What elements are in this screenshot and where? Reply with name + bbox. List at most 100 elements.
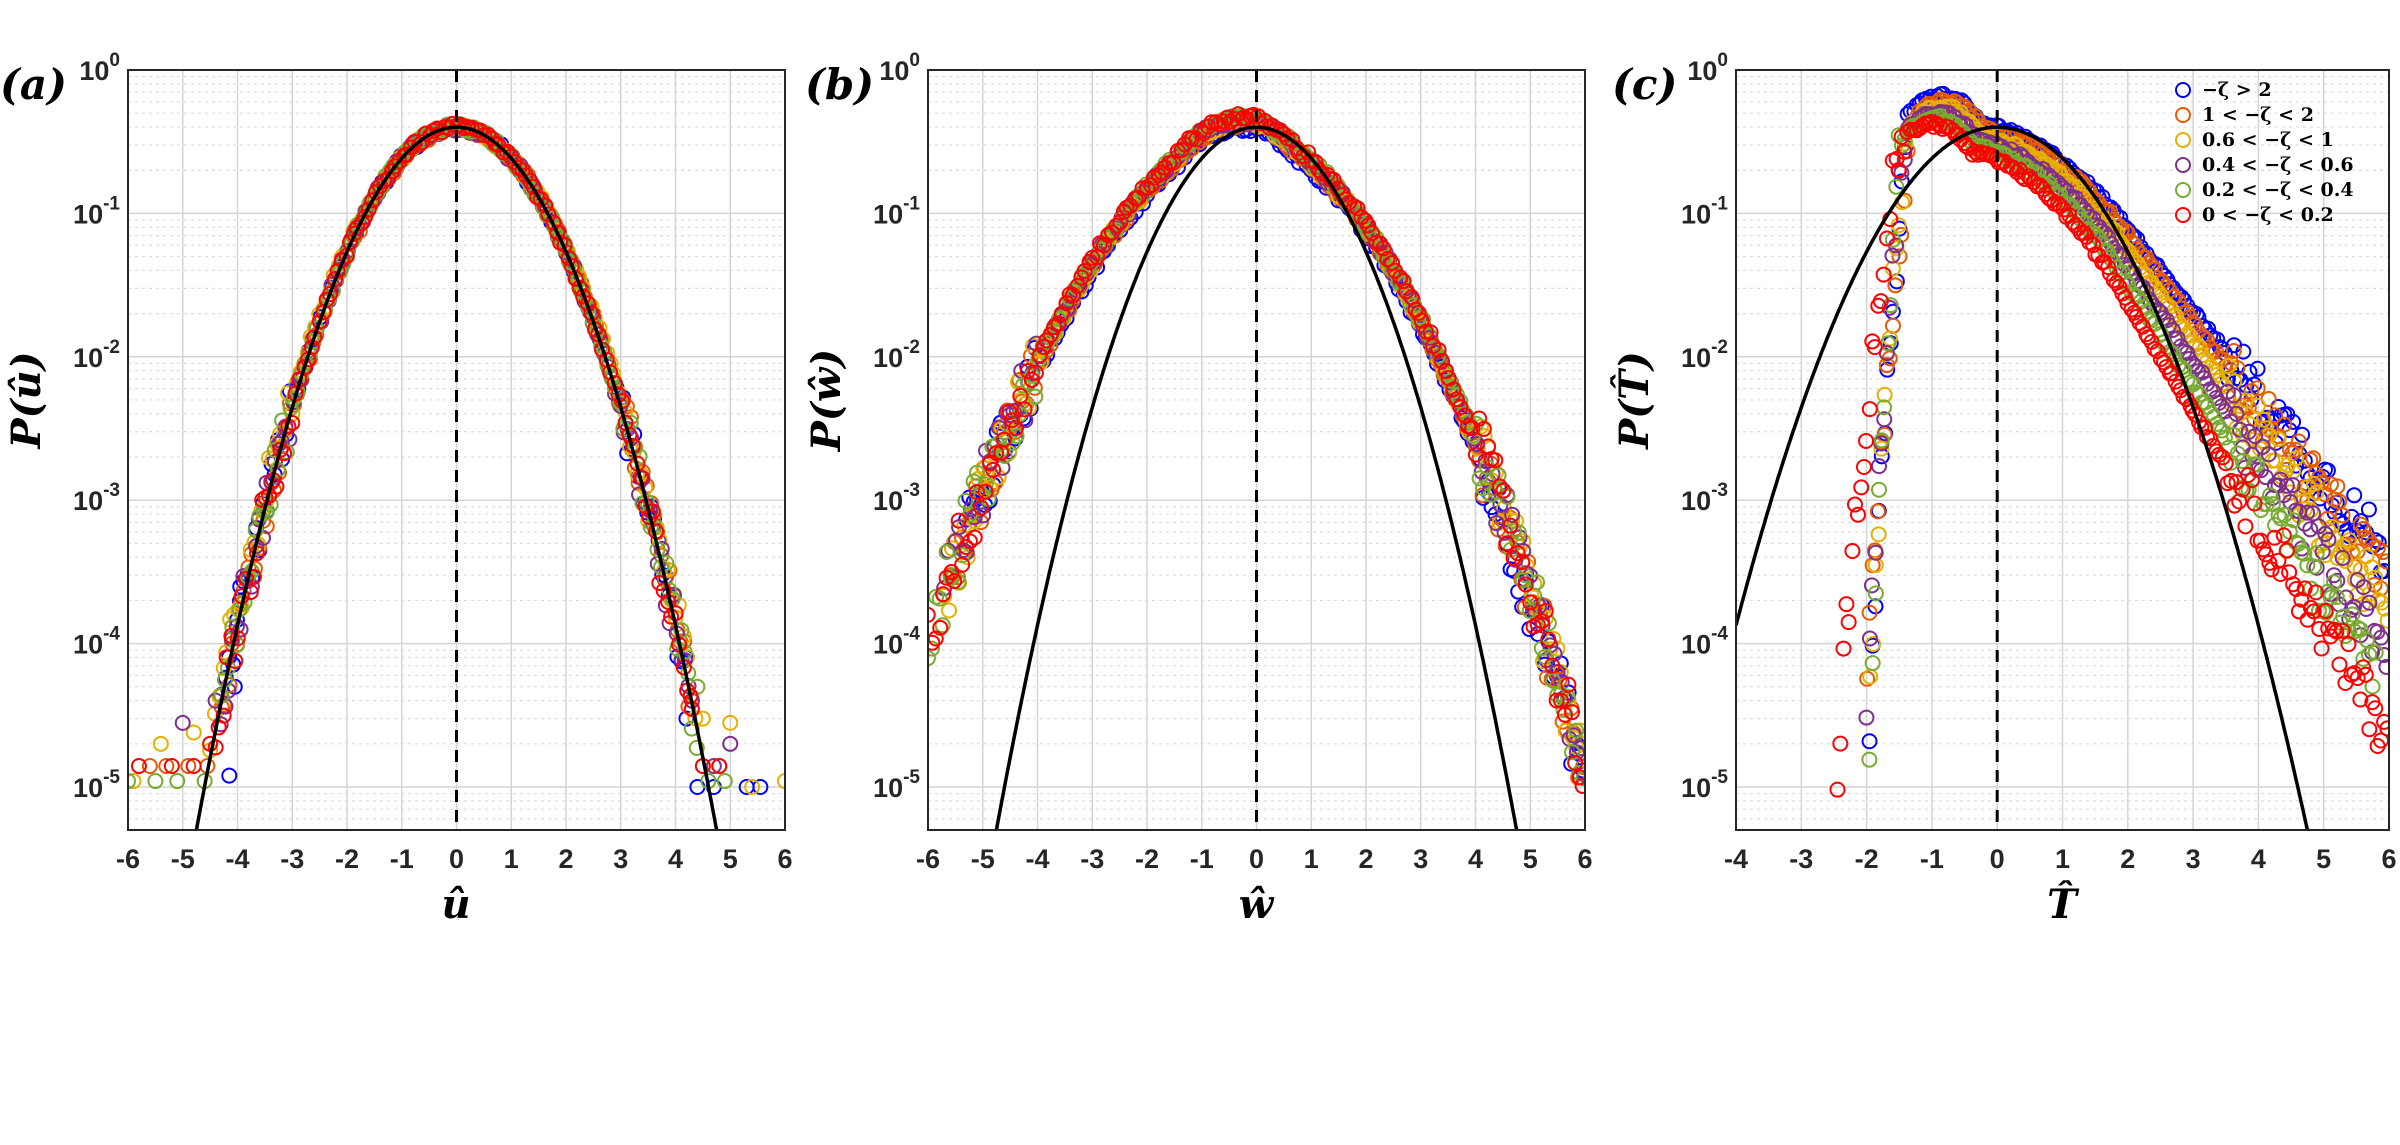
data-point [969,464,986,481]
data-point [2307,584,2324,601]
data-point [722,714,739,731]
data-point [2334,507,2351,524]
data-point [1878,230,1895,247]
data-point [2313,640,2330,657]
data-point [1430,341,1447,358]
data-point [499,143,516,160]
data-point [1571,769,1585,786]
data-point [2379,720,2389,737]
data-point [1310,162,1327,179]
data-point [2282,493,2299,510]
data-point [1504,506,1521,523]
data-point [141,758,158,775]
data-point [1219,109,1236,126]
data-point [452,116,469,133]
data-point [1850,506,1867,523]
data-point [2258,496,2275,513]
legend-marker [2175,132,2191,148]
data-point [931,590,948,607]
data-point [1471,470,1488,487]
data-point [1861,733,1878,750]
data-point [928,606,936,623]
x-tick-label: 5 [723,844,738,874]
data-point [2308,545,2325,562]
data-point [1096,237,1113,254]
data-point [128,773,142,790]
data-point [2225,427,2242,444]
data-point [1445,381,1462,398]
data-point [185,724,202,741]
data-point [1835,640,1852,657]
data-point [1893,173,1910,190]
data-point [1884,231,1901,248]
data-point [1514,554,1531,571]
data-point [954,547,971,564]
data-point [2275,527,2292,544]
data-point [147,773,164,790]
y-tick-label: 10-3 [73,480,120,516]
x-tick-label: -1 [390,844,414,874]
data-point [2270,431,2287,448]
data-point [1349,200,1366,217]
y-tick-label: 10-5 [1681,767,1728,803]
data-point [2329,478,2346,495]
x-tick-label: 5 [2316,844,2331,874]
x-axis-label: ŵ [1239,881,1275,928]
data-point [311,313,328,330]
data-point [688,739,705,756]
y-tick-label: 100 [1687,50,1728,86]
data-point [941,602,958,619]
data-point [1567,754,1584,771]
data-point [2246,495,2263,512]
data-point [2317,602,2334,619]
panel-a: -6 -5 -4 -3 -2 -1 0 1 2 3 4 5 6 10010-110-210-310-41… [0,50,793,928]
y-tick-label: 10-1 [873,193,920,229]
y-tick-label: 10-4 [1681,624,1728,660]
panel-label: (a) [0,60,67,109]
data-point [996,448,1013,465]
data-point [1853,479,1870,496]
data-point [1872,293,1889,310]
data-point [549,224,566,241]
data-point [954,556,971,573]
data-point [2235,343,2252,360]
data-point [1838,596,1855,613]
data-point [1143,177,1160,194]
data-point [212,716,229,733]
x-tick-label: 0 [1249,844,1264,874]
data-point [1522,594,1539,611]
data-point [387,158,404,175]
data-point [942,569,959,586]
data-point [1215,113,1232,130]
data-point [716,773,733,790]
data-point [966,529,983,546]
data-point [1840,614,1857,631]
data-point [1475,420,1492,437]
data-point [1050,315,1067,332]
data-point [2317,547,2334,564]
data-point [1065,286,1082,303]
data-point [1112,213,1129,230]
legend-marker [2175,182,2191,198]
data-point [1471,410,1488,427]
data-point [711,758,728,775]
data-point [744,778,761,795]
data-point [970,502,987,519]
data-point [169,773,186,790]
x-axis-label: T̂ [2047,881,2080,928]
data-point [2379,612,2389,629]
data-point [1092,241,1109,258]
x-tick-label: -4 [225,844,249,874]
data-point [2249,397,2266,414]
data-point [1001,444,1018,461]
data-point [2367,569,2384,586]
legend-marker [2175,82,2191,98]
data-point [957,492,974,509]
gaussian-curve [994,125,1519,830]
x-tick-label: 2 [2120,844,2135,874]
data-point [2346,487,2363,504]
y-tick-label: 10-1 [73,193,120,229]
data-point [2372,732,2389,749]
data-point [1934,120,1951,137]
y-tick-label: 10-2 [873,337,920,373]
